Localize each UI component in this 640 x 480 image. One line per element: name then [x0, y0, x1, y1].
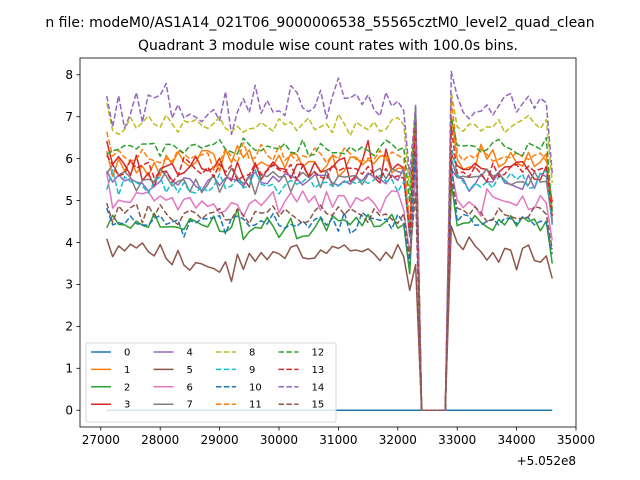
series-line-12: [106, 107, 553, 411]
x-tick-label: 32000: [379, 433, 417, 447]
legend-label-6: 6: [187, 382, 193, 393]
x-tick-label: 28000: [141, 433, 179, 447]
legend-label-5: 5: [187, 365, 193, 376]
x-tick-label: 31000: [319, 433, 357, 447]
series-line-9: [106, 144, 553, 411]
legend-label-12: 12: [312, 348, 325, 359]
y-tick-label: 3: [65, 278, 73, 292]
x-tick-label: 34000: [498, 433, 536, 447]
legend-box: [85, 342, 337, 423]
series-line-7: [106, 106, 553, 411]
x-tick-label: 27000: [82, 433, 120, 447]
legend-label-14: 14: [312, 382, 325, 393]
series-line-3: [106, 115, 553, 411]
series-line-14: [105, 70, 553, 411]
legend-label-13: 13: [312, 365, 325, 376]
legend-label-4: 4: [187, 348, 193, 359]
legend-label-15: 15: [312, 400, 325, 411]
legend-label-0: 0: [124, 348, 130, 359]
figure-suptitle: n file: modeM0/AS1A14_021T06_9000006538_…: [45, 15, 594, 31]
series-line-5: [106, 225, 553, 411]
legend-label-2: 2: [124, 382, 130, 393]
x-tick-label: 29000: [200, 433, 238, 447]
y-tick-label: 8: [65, 68, 73, 82]
plot-area: 27000 28000 29000 30000 31000 32000 33000 34000…: [65, 57, 595, 447]
legend-label-9: 9: [249, 365, 255, 376]
y-tick-label: 5: [65, 194, 73, 208]
x-offset-label: +5.052e8: [517, 454, 576, 468]
y-tick-label: 4: [65, 236, 73, 250]
y-tick-label: 0: [65, 404, 73, 418]
legend-label-1: 1: [124, 365, 130, 376]
y-tick-label: 7: [65, 110, 73, 124]
legend-label-8: 8: [249, 348, 255, 359]
x-tick-label: 30000: [260, 433, 298, 447]
legend-label-7: 7: [187, 400, 193, 411]
series-group: [105, 70, 553, 411]
legend-label-10: 10: [249, 382, 262, 393]
chart-title: Quadrant 3 module wise count rates with …: [138, 38, 518, 54]
series-line-1: [106, 114, 553, 411]
series-line-10: [106, 149, 553, 411]
series-line-2: [106, 160, 553, 411]
x-tick-label: 33000: [438, 433, 476, 447]
y-tick-label: 6: [65, 152, 73, 166]
x-tick-label: 35000: [557, 433, 595, 447]
series-line-13: [106, 121, 553, 411]
series-line-15: [106, 177, 553, 411]
y-tick-label: 1: [65, 362, 73, 376]
legend-label-3: 3: [124, 400, 130, 411]
legend-label-11: 11: [249, 400, 262, 411]
series-line-8: [105, 91, 553, 411]
series-line-6: [105, 166, 553, 411]
y-tick-label: 2: [65, 320, 73, 334]
